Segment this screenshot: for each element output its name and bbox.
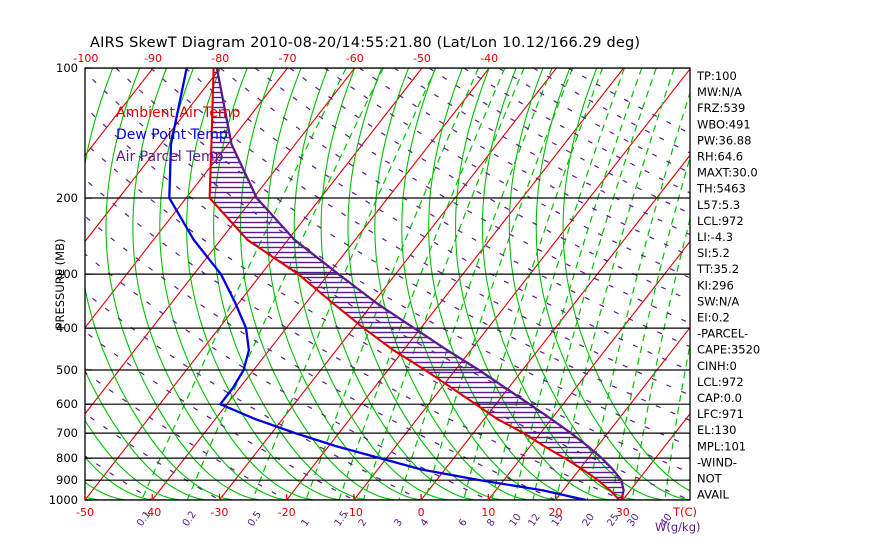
legend: Ambient Air Temp Dew Point Temp Air Parcel… [116, 105, 241, 165]
info-row-8: L57:5.3 [697, 198, 740, 212]
y-axis-title: PRESSURE (MB) [53, 239, 67, 330]
isotherm-lines [85, 68, 690, 500]
info-row-24: -WIND- [697, 455, 737, 469]
info-row-5: RH:64.6 [697, 150, 743, 164]
plot-area [85, 68, 690, 500]
pressure-tick-label: 900 [56, 473, 78, 487]
plot-border [84, 67, 691, 501]
info-row-13: KI:296 [697, 278, 734, 292]
mixing-ratio-label: 8 [485, 517, 498, 529]
isobar-lines [85, 68, 690, 500]
pressure-tick-label: 800 [56, 451, 78, 465]
top-tick-label: -50 [413, 52, 431, 65]
info-row-10: LI:-4.3 [697, 230, 733, 244]
info-row-22: EL:130 [697, 423, 737, 437]
sounding-curves [168, 68, 625, 500]
info-row-14: SW:N/A [697, 294, 739, 308]
pressure-tick-label: 200 [56, 191, 78, 205]
top-tick-label: -90 [144, 52, 162, 65]
info-row-11: SI:5.2 [697, 246, 730, 260]
legend-item-0: Ambient Air Temp [116, 105, 241, 121]
pressure-tick-label: 100 [56, 61, 78, 75]
info-row-19: LCL:972 [697, 375, 744, 389]
info-row-3: WBO:491 [697, 117, 751, 131]
bottom-tick-label: -50 [76, 506, 94, 519]
bottom-tick-label: -30 [210, 506, 228, 519]
mixing-ratio-label: 2 [357, 517, 370, 529]
pressure-tick-label: 500 [56, 363, 78, 377]
pressure-tick-label: 300 [56, 267, 78, 281]
info-row-9: LCL:972 [697, 214, 744, 228]
top-tick-label: -40 [480, 52, 498, 65]
info-row-0: TP:100 [696, 69, 737, 83]
bottom-tick-label: 0 [418, 506, 425, 519]
pressure-tick-label: 600 [56, 397, 78, 411]
pressure-axis: 100 200 300 400 500 600 700 800 900 1000 [49, 61, 92, 507]
info-row-25: NOT [697, 472, 723, 486]
cape-shaded-region [209, 68, 624, 500]
top-tick-label: -80 [211, 52, 229, 65]
bottom-tick-label: 30 [616, 506, 630, 519]
info-row-17: CAPE:3520 [697, 343, 760, 357]
x-axis-title: T(C) [672, 505, 697, 519]
bottom-axis-labels: -50 -40 -30 -20 -10 0 10 20 30 [76, 494, 630, 519]
info-panel: TP:100 MW:N/A FRZ:539 WBO:491 PW:36.88 RH:64.… [696, 69, 760, 502]
info-row-18: CINH:0 [697, 359, 737, 373]
bottom-tick-label: -10 [345, 506, 363, 519]
info-row-26: AVAIL [697, 488, 730, 502]
top-tick-label: -60 [346, 52, 364, 65]
mixing-ratio-label: 1 [299, 517, 312, 529]
top-tick-label: -70 [279, 52, 297, 65]
top-tick-label: -100 [73, 52, 98, 65]
info-row-1: MW:N/A [697, 85, 742, 99]
bottom-tick-label: 20 [549, 506, 563, 519]
info-row-7: TH:5463 [696, 182, 746, 196]
page-title: AIRS SkewT Diagram 2010-08-20/14:55:21.8… [90, 35, 640, 51]
legend-item-1: Dew Point Temp [116, 127, 228, 143]
pressure-tick-label: 400 [56, 321, 78, 335]
legend-item-2: Air Parcel Temp [116, 149, 224, 165]
mixing-ratio-label: 6 [457, 517, 470, 529]
mixing-ratio-label: 3 [392, 517, 405, 529]
info-row-4: PW:36.88 [697, 133, 751, 147]
top-axis-labels: -100 -90 -80 -70 -60 -50 -40 [73, 52, 498, 65]
info-row-16: -PARCEL- [697, 327, 748, 341]
pressure-tick-label: 1000 [49, 493, 78, 507]
info-row-12: TT:35.2 [696, 262, 739, 276]
pressure-tick-label: 700 [56, 426, 78, 440]
bottom-tick-label: 10 [481, 506, 495, 519]
info-row-2: FRZ:539 [697, 101, 745, 115]
info-row-20: CAP:0.0 [697, 391, 742, 405]
info-row-23: MPL:101 [697, 439, 746, 453]
bottom-tick-label: -40 [143, 506, 161, 519]
mixing-ratio-label: 4 [419, 517, 432, 529]
info-row-15: EI:0.2 [697, 311, 730, 325]
bottom-tick-label: -20 [278, 506, 296, 519]
info-row-21: LFC:971 [697, 407, 744, 421]
info-row-6: MAXT:30.0 [697, 166, 758, 180]
mixing-axis-title: W(g/kg) [655, 520, 700, 534]
